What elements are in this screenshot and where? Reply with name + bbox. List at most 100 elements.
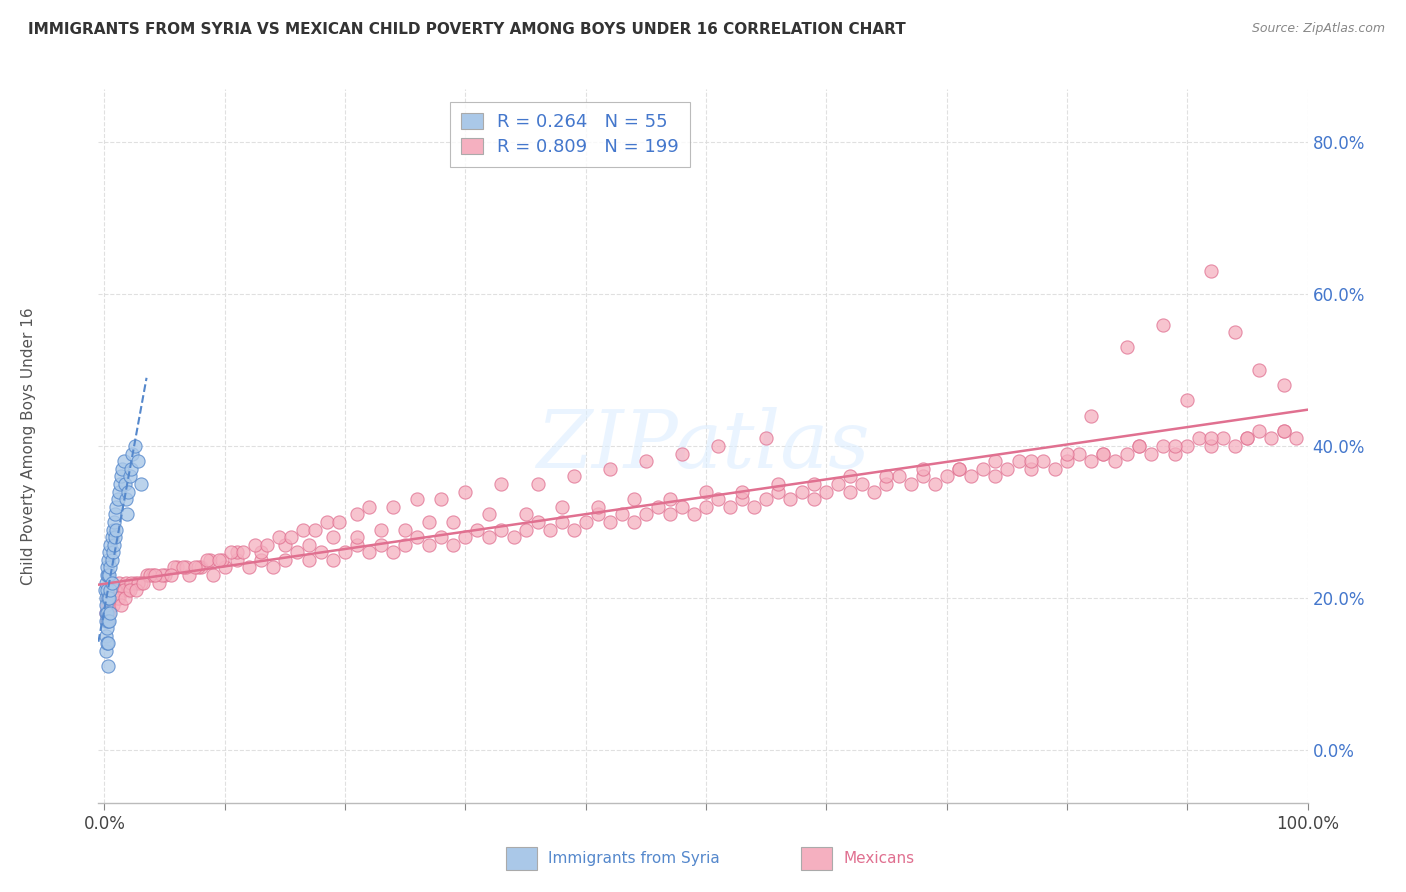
Point bbox=[232, 545, 254, 559]
Point bbox=[225, 545, 247, 559]
Point bbox=[201, 568, 224, 582]
Point bbox=[100, 530, 122, 544]
Point bbox=[1152, 439, 1174, 453]
Point bbox=[406, 530, 429, 544]
Point bbox=[127, 454, 149, 468]
Point bbox=[105, 500, 128, 514]
Point bbox=[110, 599, 132, 613]
Point bbox=[1128, 439, 1150, 453]
Point bbox=[346, 538, 368, 552]
Point bbox=[309, 545, 332, 559]
Point bbox=[382, 545, 405, 559]
Text: Immigrants from Syria: Immigrants from Syria bbox=[548, 851, 720, 866]
Point bbox=[515, 523, 537, 537]
Point bbox=[211, 553, 233, 567]
Point bbox=[111, 583, 134, 598]
Point bbox=[1175, 439, 1198, 453]
Point bbox=[208, 553, 231, 567]
Point bbox=[262, 560, 284, 574]
Point bbox=[359, 545, 381, 559]
Point bbox=[851, 477, 873, 491]
Point bbox=[394, 538, 416, 552]
Point bbox=[304, 523, 326, 537]
Point bbox=[346, 508, 368, 522]
Point bbox=[575, 515, 598, 529]
Point bbox=[328, 515, 350, 529]
Point bbox=[515, 508, 537, 522]
Point bbox=[101, 523, 124, 537]
Point bbox=[1080, 454, 1102, 468]
Point bbox=[166, 560, 188, 574]
Point bbox=[117, 508, 139, 522]
Point bbox=[1201, 431, 1223, 445]
Point bbox=[100, 560, 122, 574]
Point bbox=[97, 659, 120, 673]
Point bbox=[274, 538, 297, 552]
Point bbox=[1140, 447, 1163, 461]
Point bbox=[359, 500, 381, 514]
Point bbox=[98, 591, 121, 605]
Point bbox=[1043, 462, 1066, 476]
Point bbox=[731, 484, 754, 499]
Point bbox=[105, 523, 128, 537]
Point bbox=[127, 575, 149, 590]
Point bbox=[683, 508, 706, 522]
Point bbox=[441, 515, 464, 529]
Point bbox=[550, 515, 572, 529]
Point bbox=[120, 462, 142, 476]
Point bbox=[1008, 454, 1031, 468]
Point bbox=[1236, 431, 1258, 445]
Point bbox=[1164, 447, 1187, 461]
Point bbox=[104, 530, 127, 544]
Point bbox=[115, 492, 138, 507]
Point bbox=[129, 477, 152, 491]
Point bbox=[1249, 424, 1271, 438]
Point bbox=[441, 538, 464, 552]
Legend: R = 0.264   N = 55, R = 0.809   N = 199: R = 0.264 N = 55, R = 0.809 N = 199 bbox=[450, 102, 690, 167]
Point bbox=[875, 477, 897, 491]
Point bbox=[827, 477, 849, 491]
Point bbox=[900, 477, 922, 491]
Point bbox=[1019, 462, 1042, 476]
Point bbox=[100, 583, 122, 598]
Point bbox=[97, 636, 120, 650]
Point bbox=[394, 523, 416, 537]
Point bbox=[1067, 447, 1090, 461]
Point bbox=[250, 553, 273, 567]
Point bbox=[502, 530, 524, 544]
Point bbox=[214, 560, 236, 574]
Point bbox=[96, 606, 118, 620]
Point bbox=[599, 462, 621, 476]
Point bbox=[103, 515, 125, 529]
Point bbox=[1236, 431, 1258, 445]
Point bbox=[406, 492, 429, 507]
Point bbox=[96, 568, 118, 582]
Point bbox=[97, 614, 120, 628]
Point bbox=[94, 606, 117, 620]
Point bbox=[755, 431, 778, 445]
Point bbox=[418, 515, 440, 529]
Point bbox=[1152, 318, 1174, 332]
Point bbox=[634, 508, 657, 522]
Point bbox=[98, 568, 121, 582]
Point bbox=[467, 523, 489, 537]
Point bbox=[97, 599, 120, 613]
Point bbox=[1225, 439, 1247, 453]
Point bbox=[100, 583, 122, 598]
Point bbox=[1116, 447, 1139, 461]
Point bbox=[887, 469, 910, 483]
Point bbox=[1188, 431, 1211, 445]
Point bbox=[135, 568, 157, 582]
Point bbox=[108, 575, 131, 590]
Point bbox=[875, 469, 897, 483]
Point bbox=[104, 591, 127, 605]
Point bbox=[98, 545, 121, 559]
Point bbox=[97, 591, 120, 605]
Point bbox=[803, 477, 825, 491]
Point bbox=[219, 545, 242, 559]
Point bbox=[610, 508, 633, 522]
Point bbox=[1272, 378, 1295, 392]
Point bbox=[94, 606, 117, 620]
Point bbox=[911, 462, 934, 476]
Point bbox=[256, 538, 278, 552]
